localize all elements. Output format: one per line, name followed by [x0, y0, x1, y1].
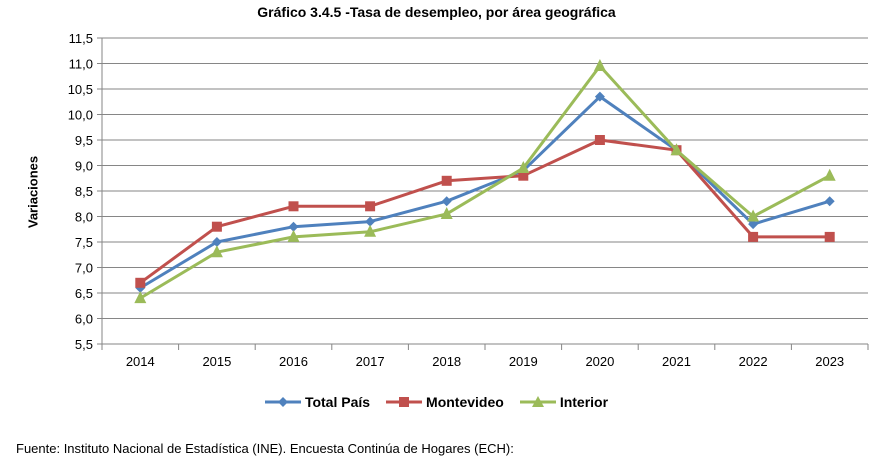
y-tick-label: 11,0 — [69, 57, 93, 72]
data-point — [210, 245, 223, 258]
x-tick-label: 2023 — [815, 354, 844, 369]
legend-item-montevideo: Montevideo — [386, 394, 504, 410]
legend-marker-montevideo — [386, 397, 423, 407]
legend-marker-total-pais — [264, 397, 301, 407]
data-point — [823, 168, 836, 181]
data-point — [440, 206, 453, 219]
y-tick-label: 7,0 — [75, 261, 93, 276]
legend: Total País Montevideo Interior — [0, 394, 873, 410]
y-tick-label: 10,5 — [68, 82, 93, 97]
data-point — [441, 175, 452, 186]
y-tick-label: 7,5 — [75, 235, 93, 250]
y-tick-label: 11,5 — [69, 31, 93, 46]
chart-title: Gráfico 3.4.5 -Tasa de desempleo, por ár… — [257, 4, 616, 20]
data-point — [748, 231, 759, 242]
data-point — [594, 135, 605, 145]
legend-item-interior: Interior — [519, 394, 609, 410]
y-tick-label: 9,5 — [75, 133, 93, 148]
y-tick-label: 9,0 — [75, 159, 93, 174]
x-tick-label: 2016 — [279, 354, 308, 369]
legend-label: Interior — [559, 394, 609, 410]
legend-label: Montevideo — [426, 394, 504, 410]
y-tick-label: 10,0 — [68, 108, 93, 123]
data-point — [365, 216, 376, 227]
data-point — [747, 209, 760, 222]
data-point — [594, 91, 605, 102]
source-note: Fuente: Instituto Nacional de Estadístic… — [16, 441, 514, 456]
series-line-1 — [139, 138, 830, 285]
y-tick-label: 6,5 — [75, 286, 93, 301]
data-point — [287, 229, 300, 242]
x-tick-label: 2022 — [739, 354, 768, 369]
data-point — [365, 201, 376, 212]
legend-label: Total País — [304, 394, 371, 410]
data-point — [211, 221, 222, 232]
data-point — [517, 161, 530, 174]
legend-marker-interior — [519, 396, 556, 407]
data-point — [135, 277, 146, 288]
x-tick-label: 2015 — [202, 354, 231, 369]
data-point — [518, 170, 529, 181]
y-tick-label: 8,0 — [75, 210, 93, 225]
x-tick-label: 2021 — [662, 354, 691, 369]
x-tick-label: 2018 — [432, 354, 461, 369]
data-point — [441, 196, 452, 207]
legend-item-total-pais: Total País — [264, 394, 371, 410]
data-point — [288, 201, 299, 212]
series-line-2 — [139, 64, 831, 300]
data-point — [824, 196, 835, 207]
data-point — [593, 59, 606, 72]
y-tick-label: 5,5 — [75, 337, 93, 352]
data-point — [288, 221, 299, 232]
data-point — [134, 291, 147, 304]
line-chart: 5,5 6,0 6,5 7,0 7,5 8,0 8,5 9,0 9,5 10,0 10,5 11,0 1… — [68, 31, 869, 369]
x-tick-label: 2019 — [509, 354, 538, 369]
series-line-0 — [139, 95, 831, 290]
y-tick-label: 8,5 — [75, 184, 93, 199]
data-point — [748, 219, 759, 230]
data-point — [364, 224, 377, 237]
y-tick-label: 6,0 — [75, 312, 93, 327]
data-point — [670, 143, 683, 156]
data-point — [211, 237, 222, 247]
x-tick-label: 2017 — [356, 354, 385, 369]
x-tick-label: 2014 — [126, 354, 155, 369]
x-tick-label: 2020 — [585, 354, 614, 369]
data-point — [824, 231, 835, 242]
